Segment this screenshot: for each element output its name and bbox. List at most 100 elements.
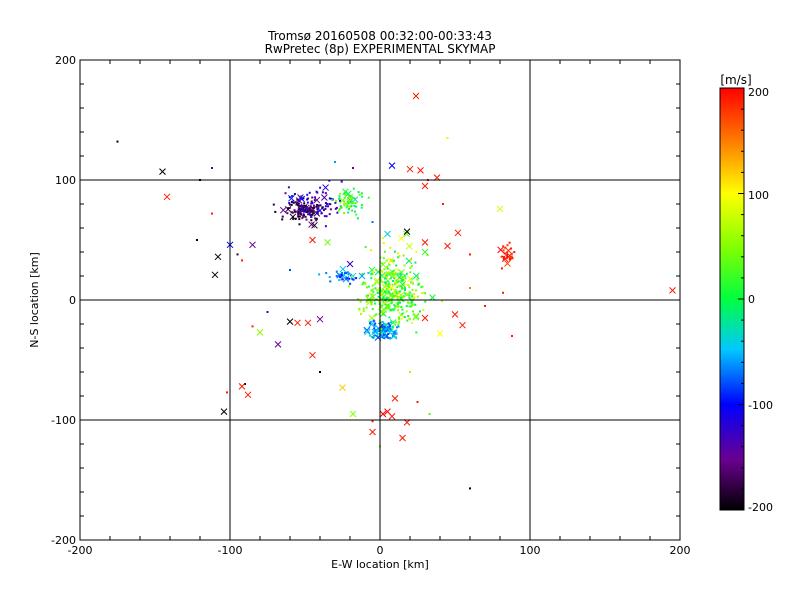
data-point	[411, 303, 414, 306]
data-point	[386, 267, 389, 270]
data-point	[410, 305, 413, 308]
data-point	[415, 289, 418, 292]
data-point	[389, 298, 392, 301]
data-point	[411, 293, 413, 296]
data-point	[295, 203, 298, 206]
data-point	[379, 292, 382, 295]
data-point	[413, 296, 416, 299]
data-point	[506, 256, 509, 259]
data-point	[405, 305, 408, 307]
data-point	[381, 328, 384, 331]
data-point	[401, 279, 404, 282]
data-point	[236, 253, 239, 256]
x-tick-label: -100	[218, 544, 243, 557]
data-point	[395, 264, 398, 267]
data-point	[311, 196, 314, 199]
data-point	[402, 254, 405, 257]
data-point	[370, 303, 373, 306]
data-point	[395, 321, 397, 324]
data-point	[351, 209, 354, 212]
data-point	[291, 195, 294, 197]
data-point	[290, 211, 293, 214]
data-point-marker	[320, 194, 328, 201]
data-point-marker	[220, 408, 228, 415]
data-point	[325, 272, 328, 274]
data-point	[299, 213, 302, 215]
data-point	[359, 300, 362, 303]
data-point	[316, 212, 319, 215]
y-tick-label: 100	[55, 174, 76, 187]
data-point	[326, 203, 329, 205]
data-point	[394, 282, 397, 285]
colorbar-tick-label: 100	[748, 189, 769, 202]
data-point	[398, 284, 401, 287]
data-point	[511, 335, 513, 337]
data-point	[404, 289, 406, 291]
data-point	[343, 204, 346, 207]
data-point	[409, 271, 412, 274]
data-point	[502, 257, 505, 260]
data-point	[399, 273, 402, 276]
data-point	[374, 325, 377, 328]
data-point	[396, 281, 399, 284]
data-point	[385, 296, 388, 299]
data-point	[420, 286, 423, 289]
data-point-marker	[369, 428, 376, 436]
data-point	[372, 336, 375, 339]
data-point	[385, 259, 388, 262]
data-point	[374, 302, 376, 305]
data-point	[371, 335, 373, 338]
chart-title: Tromsø 20160508 00:32:00-00:33:43	[267, 29, 492, 43]
data-point	[400, 305, 403, 308]
data-point	[347, 201, 350, 204]
data-point-marker	[388, 162, 396, 169]
data-point	[410, 281, 413, 284]
grid-lines	[80, 60, 680, 540]
data-point	[423, 292, 426, 295]
data-point	[380, 290, 383, 293]
data-point	[382, 335, 385, 338]
data-point	[335, 206, 338, 209]
data-point	[343, 197, 346, 199]
data-point	[384, 307, 387, 310]
data-point	[312, 204, 315, 207]
data-point	[408, 302, 411, 305]
data-point	[355, 277, 358, 280]
data-point	[368, 292, 371, 295]
data-point	[361, 283, 364, 286]
data-point	[383, 250, 386, 253]
data-point	[428, 413, 431, 415]
data-point	[396, 292, 399, 295]
data-point	[376, 289, 379, 292]
data-point	[328, 276, 331, 278]
data-point-marker	[214, 253, 222, 261]
data-point	[310, 215, 313, 218]
data-point	[315, 205, 318, 208]
data-point	[379, 294, 382, 297]
data-point-marker	[496, 205, 504, 213]
data-point-marker	[399, 434, 406, 442]
data-point	[385, 333, 388, 336]
data-point	[386, 327, 389, 329]
data-point	[418, 282, 421, 285]
data-point-marker	[364, 328, 371, 336]
data-point	[372, 288, 375, 291]
data-point	[401, 276, 404, 279]
data-point-marker	[339, 384, 346, 391]
data-point	[294, 217, 297, 220]
data-point-marker	[358, 272, 366, 280]
data-point	[294, 210, 297, 213]
data-point	[396, 303, 399, 306]
data-point	[386, 307, 389, 310]
data-point	[347, 211, 350, 214]
data-point	[306, 208, 309, 210]
data-point	[392, 274, 395, 277]
data-point	[388, 271, 391, 274]
data-point	[306, 201, 309, 204]
data-point	[304, 210, 307, 213]
data-point	[370, 277, 373, 280]
data-point	[347, 200, 350, 203]
data-point	[359, 313, 362, 316]
data-point	[371, 293, 374, 296]
x-tick-label: -200	[68, 544, 93, 557]
